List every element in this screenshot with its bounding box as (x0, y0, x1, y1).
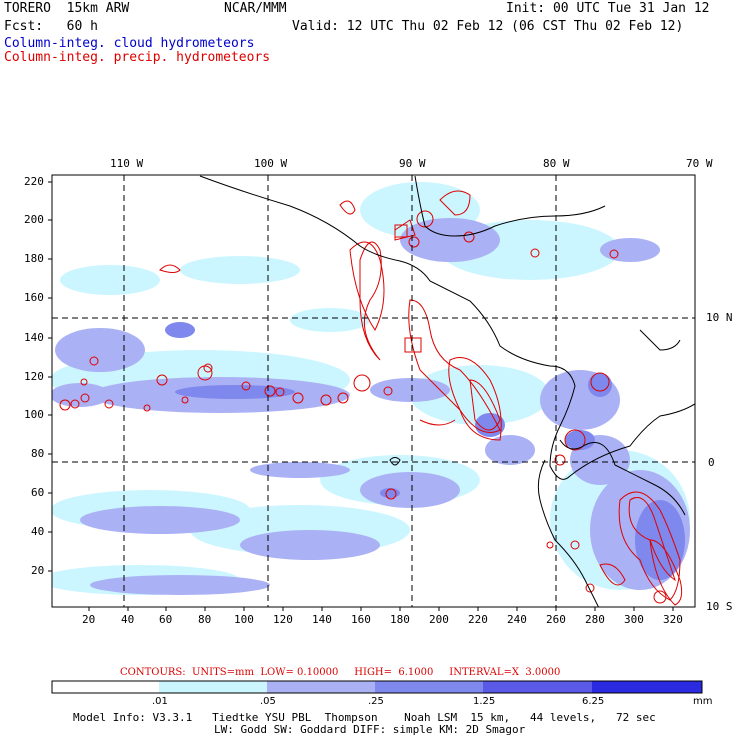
lon-label: 100 W (254, 157, 288, 170)
x-tick-label: 260 (546, 613, 566, 626)
init-time: Init: 00 UTC Tue 31 Jan 12 (506, 1, 710, 16)
y-tick-label: 100 (24, 408, 44, 421)
color-bar-seg-0 (52, 681, 159, 693)
y-tick-label: 200 (24, 213, 44, 226)
model-title: TORERO 15km ARW (4, 1, 130, 16)
lon-label: 90 W (399, 157, 426, 170)
x-tick-label: 60 (159, 613, 173, 626)
lon-label: 70 W (686, 157, 713, 170)
field-precip-label: Column-integ. precip. hydrometeors (4, 50, 271, 65)
x-tick-label: 40 (121, 613, 135, 626)
legend-label: .05 (260, 696, 276, 707)
model-info: Model Info: V3.3.1 Tiedtke YSU PBL Thomp… (73, 711, 656, 724)
x-tick-label: 200 (429, 613, 449, 626)
x-tick-label: 160 (351, 613, 371, 626)
map-frame (51, 174, 696, 608)
y-tick-label: 40 (31, 525, 45, 538)
lat-label: 10 N (706, 311, 733, 324)
color-bar-seg-4 (483, 681, 592, 693)
map-field (52, 175, 695, 607)
y-tick-label: 140 (24, 331, 44, 344)
legend-label: .01 (152, 696, 168, 707)
field-cloud-label: Column-integ. cloud hydrometeors (4, 36, 255, 51)
coastlines (199, 175, 695, 607)
legend-unit: mm (693, 696, 713, 707)
y-tick-label: 80 (31, 447, 45, 460)
x-tick-label: 100 (234, 613, 254, 626)
x-tick-label: 140 (312, 613, 332, 626)
x-tick-label: 300 (624, 613, 644, 626)
precip-contours (59, 190, 683, 606)
x-tick-label: 120 (273, 613, 293, 626)
x-tick-label: 280 (585, 613, 605, 626)
valid-time: Valid: 12 UTC Thu 02 Feb 12 (06 CST Thu … (292, 19, 684, 34)
x-tick-label: 220 (468, 613, 488, 626)
cloud-shading-dark (165, 322, 685, 580)
lon-label: 110 W (110, 157, 144, 170)
x-tick-label: 80 (198, 613, 212, 626)
graticule (52, 175, 695, 607)
x-tick-label: 240 (507, 613, 527, 626)
legend-label: 1.25 (473, 696, 496, 707)
y-tick-label: 180 (24, 252, 44, 265)
color-bar-seg-5 (592, 681, 702, 693)
axis-ticks (48, 181, 674, 611)
lat-label: 10 S (706, 600, 733, 613)
model-physics: LW: Godd SW: Goddard DIFF: simple KM: 2D… (214, 723, 526, 736)
x-tick-label: 320 (663, 613, 683, 626)
forecast-hour: Fcst: 60 h (4, 19, 98, 34)
color-bar (51, 680, 703, 694)
color-bar-seg-2 (267, 681, 375, 693)
legend-label: .25 (368, 696, 384, 707)
contour-info: CONTOURS: UNITS=mm LOW= 0.10000 HIGH= 6.… (120, 667, 561, 678)
y-tick-label: 120 (24, 370, 44, 383)
color-bar-seg-1 (159, 681, 267, 693)
y-tick-label: 220 (24, 175, 44, 188)
lon-label: 80 W (543, 157, 570, 170)
legend-label: 6.25 (582, 696, 605, 707)
lat-label: 0 (708, 456, 715, 469)
color-bar-seg-3 (375, 681, 483, 693)
x-tick-label: 180 (390, 613, 410, 626)
center-name: NCAR/MMM (224, 1, 287, 16)
x-tick-label: 20 (82, 613, 96, 626)
y-tick-label: 20 (31, 564, 45, 577)
y-tick-label: 160 (24, 291, 44, 304)
y-tick-label: 60 (31, 486, 45, 499)
